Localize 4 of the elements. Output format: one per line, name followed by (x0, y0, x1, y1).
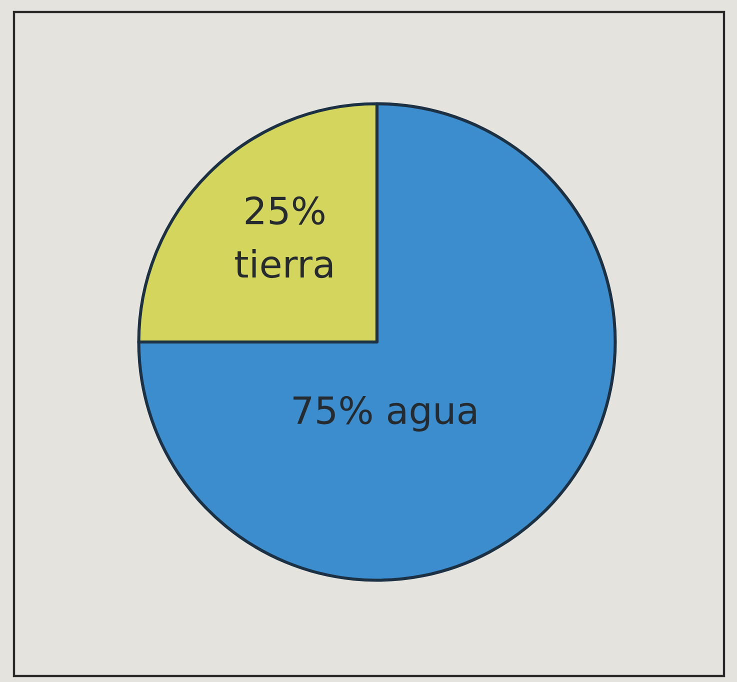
slice-label: tierra (235, 249, 332, 278)
pie-slice (137, 102, 617, 582)
slice-label: 75% agua (294, 396, 476, 432)
data-label: 25% (246, 196, 324, 225)
